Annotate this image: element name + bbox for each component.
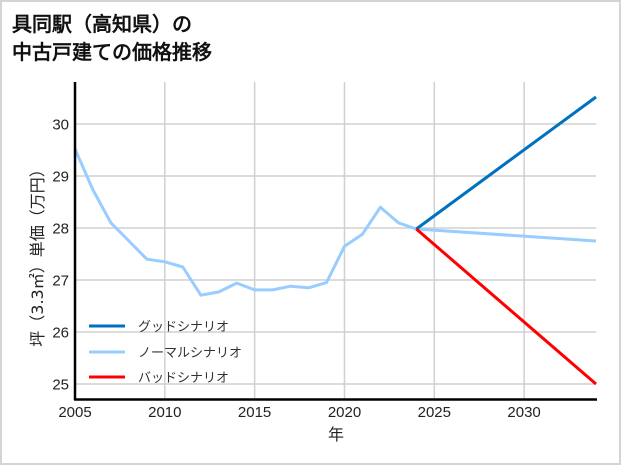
y-tick-labels: 25 26 27 28 29 30 [52,117,69,394]
legend-label-normal: ノーマルシナリオ [138,346,242,361]
x-tick-label: 2005 [58,404,91,421]
good-scenario-line [415,95,597,231]
legend-label-bad: バッドシナリオ [138,371,229,386]
axes [73,82,597,401]
y-tick-label: 30 [52,117,69,134]
y-tick-label: 29 [52,169,69,186]
legend-label-good: グッドシナリオ [138,320,229,335]
y-tick-label: 27 [52,273,69,290]
x-tick-label: 2030 [507,404,540,421]
bad-scenario-line [415,227,597,386]
x-tick-label: 2020 [328,404,361,421]
y-axis-label: 坪（3.3㎡）単価（万円） [28,161,47,346]
chart-title: 具同駅（高知県）の 中古戸建ての価格推移 [12,10,212,66]
x-axis-label: 年 [328,425,344,444]
x-tick-label: 2015 [238,404,271,421]
x-tick-label: 2010 [148,404,181,421]
x-tick-label: 2025 [418,404,451,421]
y-tick-label: 28 [52,221,69,238]
y-tick-label: 26 [52,325,69,342]
x-tick-labels: 2005 2010 2015 2020 2025 2030 [58,404,540,421]
normal-scenario-line [73,148,597,297]
chart-title-line1: 具同駅（高知県）の [12,12,192,36]
gridlines [75,82,596,399]
data-series [73,95,597,386]
y-tick-label: 25 [52,377,69,394]
legend: グッドシナリオ ノーマルシナリオ バッドシナリオ [89,320,242,386]
chart-title-line2: 中古戸建ての価格推移 [12,40,212,64]
